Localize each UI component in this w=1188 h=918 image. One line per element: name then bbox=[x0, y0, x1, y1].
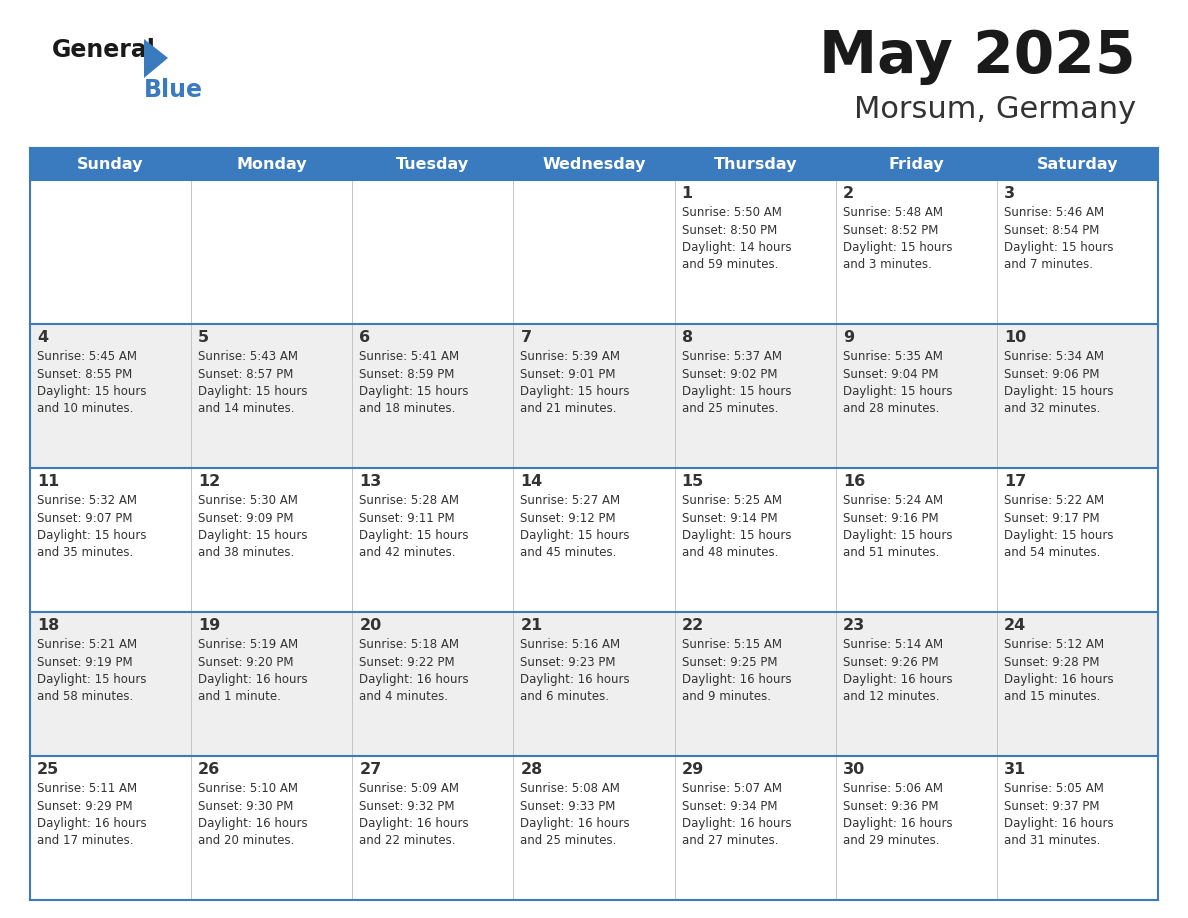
Bar bbox=[191, 148, 353, 180]
Text: Sunrise: 5:25 AM
Sunset: 9:14 PM
Daylight: 15 hours
and 48 minutes.: Sunrise: 5:25 AM Sunset: 9:14 PM Dayligh… bbox=[682, 494, 791, 559]
Text: Sunday: Sunday bbox=[77, 156, 144, 172]
Text: Saturday: Saturday bbox=[1037, 156, 1118, 172]
Text: 12: 12 bbox=[198, 474, 221, 489]
Text: Sunrise: 5:39 AM
Sunset: 9:01 PM
Daylight: 15 hours
and 21 minutes.: Sunrise: 5:39 AM Sunset: 9:01 PM Dayligh… bbox=[520, 350, 630, 416]
Text: Sunrise: 5:18 AM
Sunset: 9:22 PM
Daylight: 16 hours
and 4 minutes.: Sunrise: 5:18 AM Sunset: 9:22 PM Dayligh… bbox=[359, 638, 469, 703]
Text: Sunrise: 5:41 AM
Sunset: 8:59 PM
Daylight: 15 hours
and 18 minutes.: Sunrise: 5:41 AM Sunset: 8:59 PM Dayligh… bbox=[359, 350, 469, 416]
Text: 3: 3 bbox=[1004, 186, 1015, 201]
Text: Sunrise: 5:11 AM
Sunset: 9:29 PM
Daylight: 16 hours
and 17 minutes.: Sunrise: 5:11 AM Sunset: 9:29 PM Dayligh… bbox=[37, 782, 146, 847]
Text: Sunrise: 5:06 AM
Sunset: 9:36 PM
Daylight: 16 hours
and 29 minutes.: Sunrise: 5:06 AM Sunset: 9:36 PM Dayligh… bbox=[842, 782, 953, 847]
Text: Sunrise: 5:10 AM
Sunset: 9:30 PM
Daylight: 16 hours
and 20 minutes.: Sunrise: 5:10 AM Sunset: 9:30 PM Dayligh… bbox=[198, 782, 308, 847]
Text: 30: 30 bbox=[842, 762, 865, 777]
Text: 14: 14 bbox=[520, 474, 543, 489]
Bar bbox=[30, 180, 1158, 324]
Bar bbox=[835, 148, 997, 180]
Text: Sunrise: 5:46 AM
Sunset: 8:54 PM
Daylight: 15 hours
and 7 minutes.: Sunrise: 5:46 AM Sunset: 8:54 PM Dayligh… bbox=[1004, 206, 1113, 272]
Text: Sunrise: 5:32 AM
Sunset: 9:07 PM
Daylight: 15 hours
and 35 minutes.: Sunrise: 5:32 AM Sunset: 9:07 PM Dayligh… bbox=[37, 494, 146, 559]
Text: 19: 19 bbox=[198, 618, 221, 633]
Bar bbox=[30, 148, 191, 180]
Polygon shape bbox=[144, 39, 168, 78]
Text: Morsum, Germany: Morsum, Germany bbox=[854, 95, 1136, 124]
Bar bbox=[30, 468, 1158, 612]
Text: 22: 22 bbox=[682, 618, 703, 633]
Text: 6: 6 bbox=[359, 330, 371, 345]
Text: 29: 29 bbox=[682, 762, 703, 777]
Text: Sunrise: 5:21 AM
Sunset: 9:19 PM
Daylight: 15 hours
and 58 minutes.: Sunrise: 5:21 AM Sunset: 9:19 PM Dayligh… bbox=[37, 638, 146, 703]
Text: 27: 27 bbox=[359, 762, 381, 777]
Bar bbox=[353, 148, 513, 180]
Text: General: General bbox=[52, 38, 156, 62]
Text: 8: 8 bbox=[682, 330, 693, 345]
Bar bbox=[30, 756, 1158, 900]
Text: Sunrise: 5:22 AM
Sunset: 9:17 PM
Daylight: 15 hours
and 54 minutes.: Sunrise: 5:22 AM Sunset: 9:17 PM Dayligh… bbox=[1004, 494, 1113, 559]
Text: Sunrise: 5:14 AM
Sunset: 9:26 PM
Daylight: 16 hours
and 12 minutes.: Sunrise: 5:14 AM Sunset: 9:26 PM Dayligh… bbox=[842, 638, 953, 703]
Bar bbox=[30, 324, 1158, 468]
Text: Friday: Friday bbox=[889, 156, 944, 172]
Text: Blue: Blue bbox=[144, 78, 203, 102]
Text: 11: 11 bbox=[37, 474, 59, 489]
Text: 25: 25 bbox=[37, 762, 59, 777]
Text: 1: 1 bbox=[682, 186, 693, 201]
Text: Sunrise: 5:37 AM
Sunset: 9:02 PM
Daylight: 15 hours
and 25 minutes.: Sunrise: 5:37 AM Sunset: 9:02 PM Dayligh… bbox=[682, 350, 791, 416]
Text: Sunrise: 5:34 AM
Sunset: 9:06 PM
Daylight: 15 hours
and 32 minutes.: Sunrise: 5:34 AM Sunset: 9:06 PM Dayligh… bbox=[1004, 350, 1113, 416]
Text: Sunrise: 5:43 AM
Sunset: 8:57 PM
Daylight: 15 hours
and 14 minutes.: Sunrise: 5:43 AM Sunset: 8:57 PM Dayligh… bbox=[198, 350, 308, 416]
Text: 10: 10 bbox=[1004, 330, 1026, 345]
Text: 20: 20 bbox=[359, 618, 381, 633]
Text: Monday: Monday bbox=[236, 156, 307, 172]
Text: Sunrise: 5:19 AM
Sunset: 9:20 PM
Daylight: 16 hours
and 1 minute.: Sunrise: 5:19 AM Sunset: 9:20 PM Dayligh… bbox=[198, 638, 308, 703]
Text: Sunrise: 5:50 AM
Sunset: 8:50 PM
Daylight: 14 hours
and 59 minutes.: Sunrise: 5:50 AM Sunset: 8:50 PM Dayligh… bbox=[682, 206, 791, 272]
Text: Sunrise: 5:12 AM
Sunset: 9:28 PM
Daylight: 16 hours
and 15 minutes.: Sunrise: 5:12 AM Sunset: 9:28 PM Dayligh… bbox=[1004, 638, 1113, 703]
Text: Thursday: Thursday bbox=[713, 156, 797, 172]
Text: 24: 24 bbox=[1004, 618, 1026, 633]
Text: Sunrise: 5:07 AM
Sunset: 9:34 PM
Daylight: 16 hours
and 27 minutes.: Sunrise: 5:07 AM Sunset: 9:34 PM Dayligh… bbox=[682, 782, 791, 847]
Text: Sunrise: 5:16 AM
Sunset: 9:23 PM
Daylight: 16 hours
and 6 minutes.: Sunrise: 5:16 AM Sunset: 9:23 PM Dayligh… bbox=[520, 638, 630, 703]
Text: Sunrise: 5:15 AM
Sunset: 9:25 PM
Daylight: 16 hours
and 9 minutes.: Sunrise: 5:15 AM Sunset: 9:25 PM Dayligh… bbox=[682, 638, 791, 703]
Text: 4: 4 bbox=[37, 330, 49, 345]
Text: 5: 5 bbox=[198, 330, 209, 345]
Text: 2: 2 bbox=[842, 186, 854, 201]
Text: Sunrise: 5:08 AM
Sunset: 9:33 PM
Daylight: 16 hours
and 25 minutes.: Sunrise: 5:08 AM Sunset: 9:33 PM Dayligh… bbox=[520, 782, 630, 847]
Text: 26: 26 bbox=[198, 762, 221, 777]
Text: Sunrise: 5:30 AM
Sunset: 9:09 PM
Daylight: 15 hours
and 38 minutes.: Sunrise: 5:30 AM Sunset: 9:09 PM Dayligh… bbox=[198, 494, 308, 559]
Text: Tuesday: Tuesday bbox=[397, 156, 469, 172]
Text: Sunrise: 5:24 AM
Sunset: 9:16 PM
Daylight: 15 hours
and 51 minutes.: Sunrise: 5:24 AM Sunset: 9:16 PM Dayligh… bbox=[842, 494, 953, 559]
Text: Sunrise: 5:48 AM
Sunset: 8:52 PM
Daylight: 15 hours
and 3 minutes.: Sunrise: 5:48 AM Sunset: 8:52 PM Dayligh… bbox=[842, 206, 953, 272]
Text: 31: 31 bbox=[1004, 762, 1026, 777]
Text: 13: 13 bbox=[359, 474, 381, 489]
Bar bbox=[30, 612, 1158, 756]
Text: 23: 23 bbox=[842, 618, 865, 633]
Text: 15: 15 bbox=[682, 474, 703, 489]
Text: May 2025: May 2025 bbox=[820, 28, 1136, 85]
Text: 21: 21 bbox=[520, 618, 543, 633]
Text: Sunrise: 5:28 AM
Sunset: 9:11 PM
Daylight: 15 hours
and 42 minutes.: Sunrise: 5:28 AM Sunset: 9:11 PM Dayligh… bbox=[359, 494, 469, 559]
Text: Sunrise: 5:35 AM
Sunset: 9:04 PM
Daylight: 15 hours
and 28 minutes.: Sunrise: 5:35 AM Sunset: 9:04 PM Dayligh… bbox=[842, 350, 953, 416]
Text: Sunrise: 5:05 AM
Sunset: 9:37 PM
Daylight: 16 hours
and 31 minutes.: Sunrise: 5:05 AM Sunset: 9:37 PM Dayligh… bbox=[1004, 782, 1113, 847]
Text: 7: 7 bbox=[520, 330, 531, 345]
Text: 9: 9 bbox=[842, 330, 854, 345]
Text: 17: 17 bbox=[1004, 474, 1026, 489]
Text: Sunrise: 5:09 AM
Sunset: 9:32 PM
Daylight: 16 hours
and 22 minutes.: Sunrise: 5:09 AM Sunset: 9:32 PM Dayligh… bbox=[359, 782, 469, 847]
Text: Sunrise: 5:27 AM
Sunset: 9:12 PM
Daylight: 15 hours
and 45 minutes.: Sunrise: 5:27 AM Sunset: 9:12 PM Dayligh… bbox=[520, 494, 630, 559]
Bar bbox=[675, 148, 835, 180]
Bar bbox=[513, 148, 675, 180]
Text: Wednesday: Wednesday bbox=[542, 156, 646, 172]
Text: Sunrise: 5:45 AM
Sunset: 8:55 PM
Daylight: 15 hours
and 10 minutes.: Sunrise: 5:45 AM Sunset: 8:55 PM Dayligh… bbox=[37, 350, 146, 416]
Text: 28: 28 bbox=[520, 762, 543, 777]
Text: 16: 16 bbox=[842, 474, 865, 489]
Text: 18: 18 bbox=[37, 618, 59, 633]
Bar bbox=[997, 148, 1158, 180]
